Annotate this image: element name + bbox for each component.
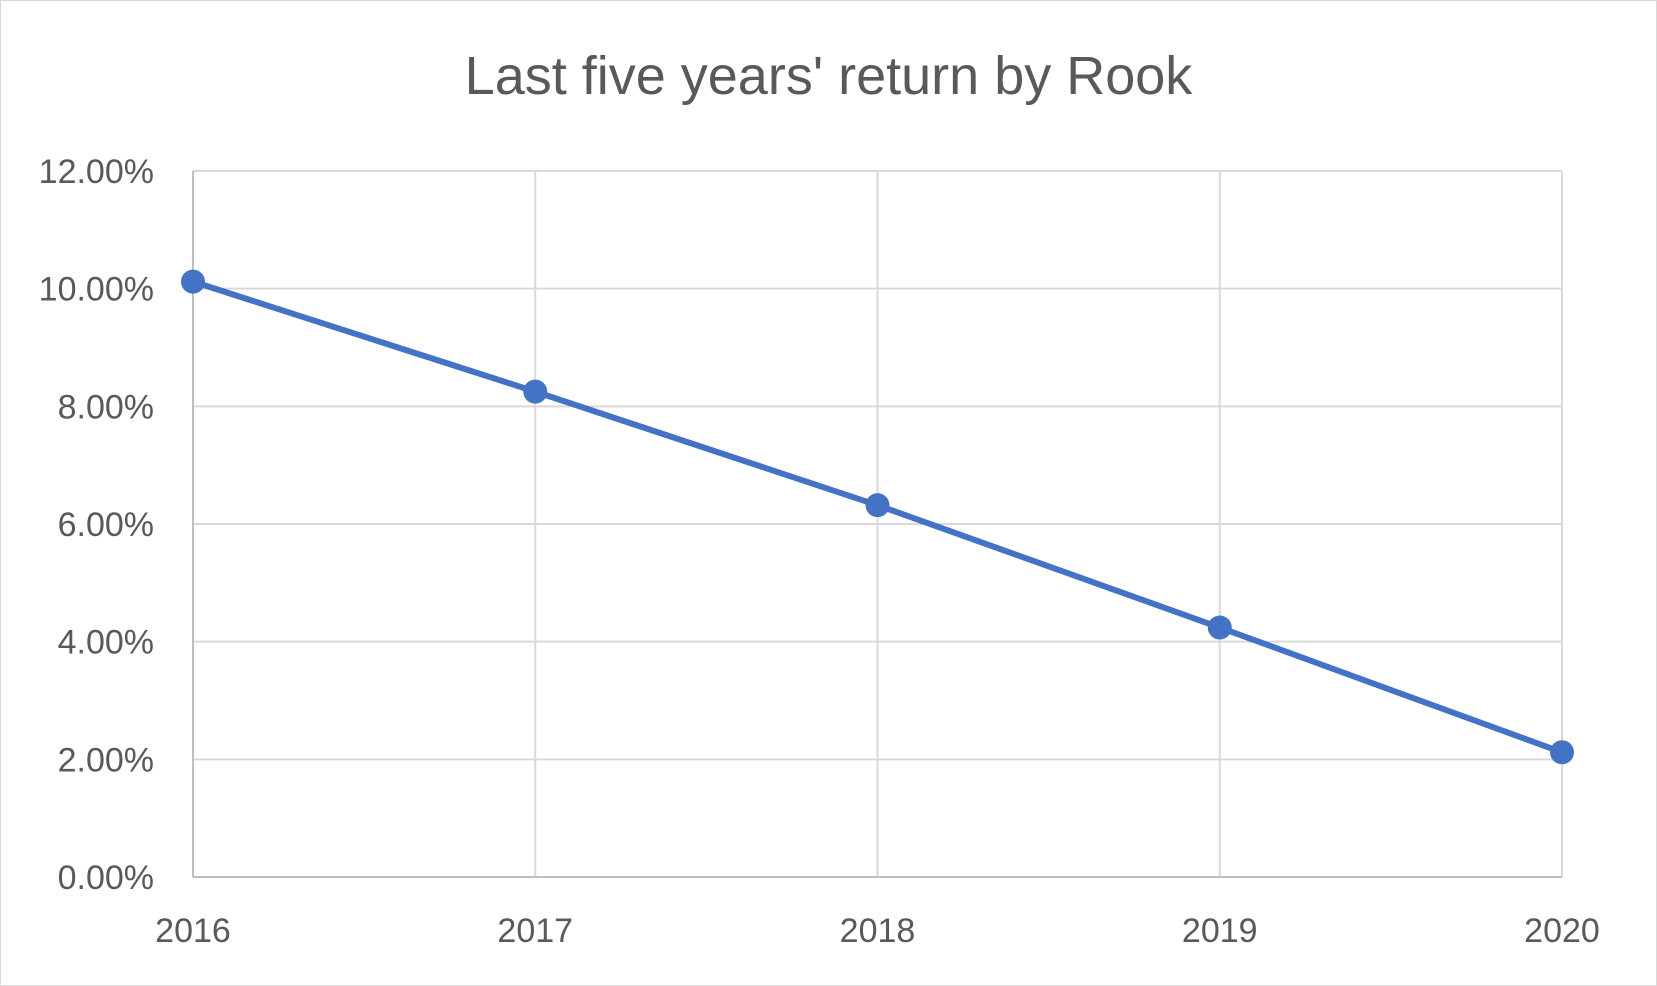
data-point-marker — [865, 493, 890, 518]
x-tick-label: 2018 — [840, 912, 916, 950]
data-point-marker — [1207, 615, 1232, 640]
chart-title: Last five years' return by Rook — [464, 46, 1193, 106]
y-tick-label: 6.00% — [58, 506, 154, 544]
x-tick-label: 2019 — [1182, 912, 1258, 950]
y-tick-label: 2.00% — [58, 741, 154, 779]
x-tick-label: 2017 — [497, 912, 573, 950]
y-tick-label: 8.00% — [58, 388, 154, 426]
series — [181, 269, 1574, 765]
x-tick-label: 2016 — [155, 912, 231, 950]
y-axis-tick-labels: 0.00% 2.00% 4.00% 6.00% 8.00% 10.00% 12.00% — [39, 153, 154, 897]
data-point-marker — [1550, 740, 1574, 765]
y-tick-label: 12.00% — [39, 153, 154, 191]
data-point-marker — [181, 269, 205, 294]
y-tick-label: 10.00% — [39, 271, 154, 309]
x-tick-label: 2020 — [1524, 912, 1600, 950]
data-point-marker — [523, 379, 548, 404]
gridlines — [193, 170, 1563, 877]
y-tick-label: 0.00% — [58, 859, 154, 897]
y-tick-label: 4.00% — [58, 624, 154, 662]
x-axis-tick-labels: 2016 2017 2018 2019 2020 — [155, 912, 1600, 950]
